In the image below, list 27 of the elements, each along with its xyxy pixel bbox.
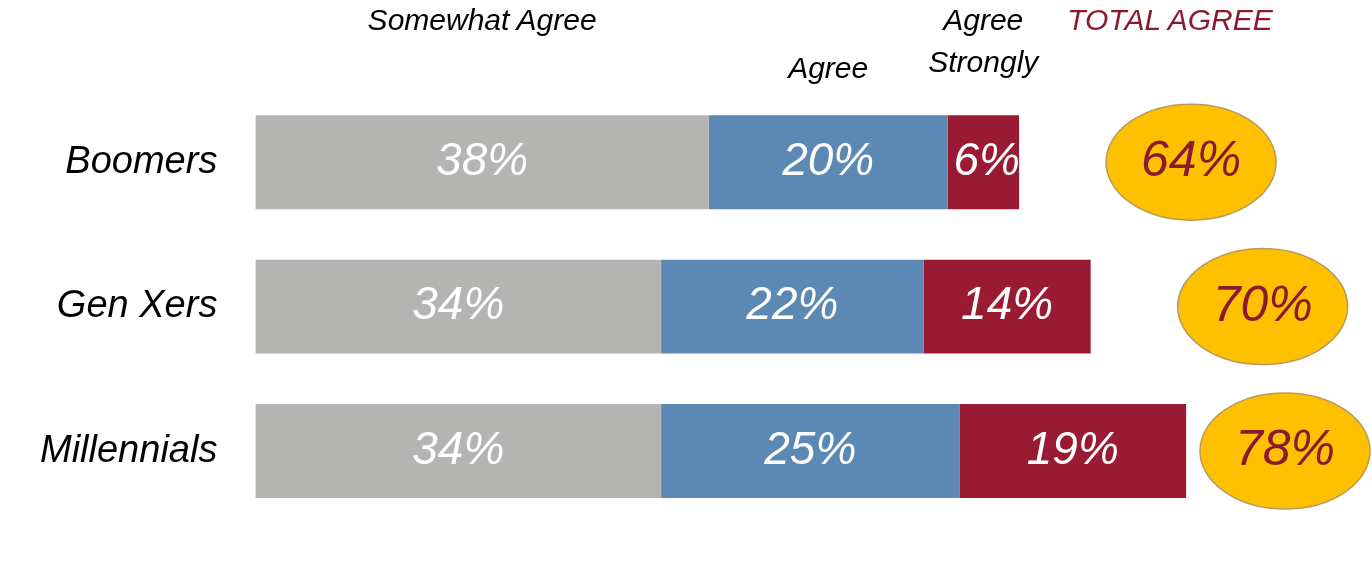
bar — [923, 259, 1091, 354]
data-label: 20% — [781, 133, 875, 185]
total-label: 78% — [1234, 419, 1336, 476]
bar — [255, 115, 709, 210]
y-tick-label: Gen Xers — [56, 283, 218, 326]
data-label: 6% — [953, 133, 1020, 185]
data-label: 19% — [1026, 421, 1119, 474]
bar — [255, 404, 662, 498]
data-label: 25% — [763, 421, 857, 474]
y-tick-label: Millennials — [40, 427, 218, 470]
total-label: 64% — [1141, 131, 1242, 188]
data-label: 22% — [745, 277, 839, 330]
series-label: Agree — [786, 51, 869, 85]
data-label: 14% — [961, 277, 1054, 330]
y-tick-label: Boomers — [65, 138, 218, 181]
data-label: 38% — [436, 133, 529, 185]
bar — [661, 259, 924, 354]
bar — [255, 259, 662, 354]
bar — [661, 404, 960, 498]
text: TOTAL AGREE — [1067, 3, 1274, 37]
bar — [959, 404, 1187, 498]
series-label: Agree Strongly — [928, 3, 1041, 79]
total-label: 70% — [1212, 275, 1313, 332]
text: Somewhat Agree — [367, 3, 597, 37]
data-label: 34% — [412, 421, 505, 474]
bar — [708, 115, 948, 210]
data-label: 34% — [412, 277, 505, 330]
